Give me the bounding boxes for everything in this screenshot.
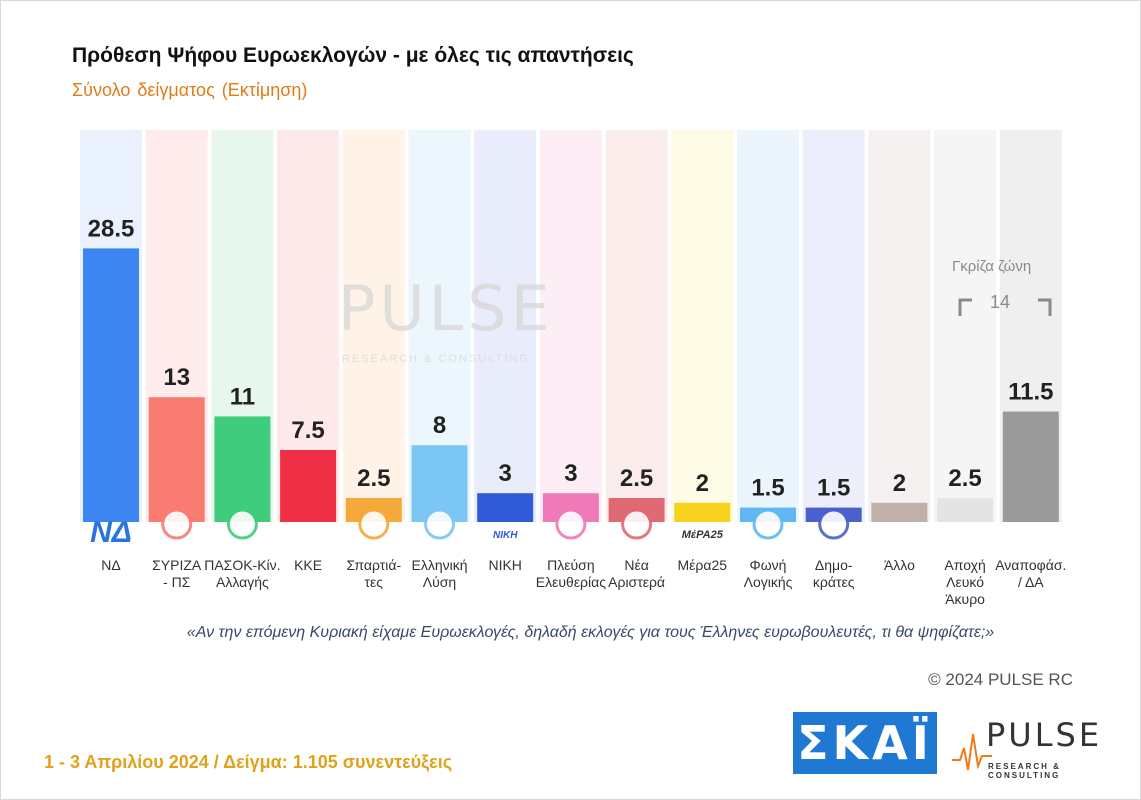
party-logo-icon xyxy=(555,508,587,540)
data-label: 8 xyxy=(433,412,446,439)
column-background xyxy=(342,130,405,522)
pulse-logo-tagline: RESEARCH & CONSULTING xyxy=(988,762,1061,780)
category-label: Σπαρτιά- xyxy=(346,557,401,573)
category-label: Αποχή xyxy=(944,557,985,573)
category-label: Ελευθερίας xyxy=(536,574,606,590)
category-label: Λύση xyxy=(423,574,456,590)
bar xyxy=(871,502,928,522)
grey-zone-label: Γκρίζα ζώνη xyxy=(952,258,1032,275)
pulse-wave-icon xyxy=(952,733,992,771)
category-label: Αναποφάσ. xyxy=(995,557,1066,573)
data-label: 3 xyxy=(499,460,512,487)
category-label: ΝΙΚΗ xyxy=(488,557,521,573)
party-logo-icon xyxy=(818,508,850,540)
category-label: Μέρα25 xyxy=(678,557,728,573)
category-label: Φωνή xyxy=(750,557,787,573)
category-label: Λογικής xyxy=(744,574,793,590)
survey-footer: 1 - 3 Απριλίου 2024 / Δείγμα: 1.105 συνε… xyxy=(44,752,453,772)
data-label: 2 xyxy=(696,470,709,497)
party-logo-icon xyxy=(161,508,193,540)
column-background xyxy=(802,130,865,522)
skai-logo: ΣΚΑΪ xyxy=(793,712,937,774)
data-label: 2.5 xyxy=(357,465,390,492)
category-label: ΝΔ xyxy=(101,557,120,573)
party-logo-icon xyxy=(424,508,455,540)
party-logo-text: ΚΚΕ xyxy=(285,518,333,543)
category-label: Άλλο xyxy=(884,557,915,573)
column-background xyxy=(671,130,734,522)
data-label: 7.5 xyxy=(291,417,324,444)
chart-subtitle: Σύνολο δείγματος (Εκτίμηση) xyxy=(72,80,308,100)
data-label: 2.5 xyxy=(620,465,653,492)
category-label: Πλεύση xyxy=(547,557,594,573)
pulse-logo-text: PULSE xyxy=(986,716,1103,754)
bar xyxy=(148,397,205,522)
survey-question: «Αν την επόμενη Κυριακή είχαμε Ευρωεκλογ… xyxy=(186,624,995,641)
column-background xyxy=(539,130,602,522)
category-label: ΚΚΕ xyxy=(294,557,322,573)
category-label: ΠΑΣΟΚ-Κίν. xyxy=(204,557,280,573)
category-label: Λευκό xyxy=(946,574,984,590)
category-label: Νέα xyxy=(624,557,648,573)
data-label: 13 xyxy=(163,364,190,391)
data-label: 2.5 xyxy=(948,465,981,492)
party-logo-icon xyxy=(752,508,784,540)
party-logo-text: ΝΔ xyxy=(90,516,132,549)
category-label: - ΠΣ xyxy=(163,574,191,590)
bar xyxy=(477,493,534,522)
party-logo-text: ΝΙΚΗ xyxy=(493,530,518,541)
watermark-tagline: RESEARCH & CONSULTING xyxy=(342,353,530,365)
category-label: ΣΥΡΙΖΑ xyxy=(152,557,202,573)
copyright: © 2024 PULSE RC xyxy=(928,670,1073,689)
data-label: 3 xyxy=(564,460,577,487)
data-label: 1.5 xyxy=(817,475,850,502)
category-label: Άκυρο xyxy=(945,591,985,607)
data-label: 1.5 xyxy=(751,475,784,502)
party-logo-icon xyxy=(621,508,653,540)
category-label: Δημο- xyxy=(815,557,853,573)
grey-zone-bracket-icon xyxy=(958,298,1052,316)
bar xyxy=(674,502,731,522)
bar xyxy=(83,248,139,522)
party-logo-icon xyxy=(226,508,258,540)
category-label: Αριστερά xyxy=(608,574,665,590)
data-label: 2 xyxy=(893,470,906,497)
watermark-text: PULSE xyxy=(338,272,554,345)
bar xyxy=(214,416,271,522)
category-label: / ΔΑ xyxy=(1018,574,1044,590)
category-label: τες xyxy=(365,574,384,590)
grey-zone-value: 14 xyxy=(990,292,1011,312)
category-label: Αλλαγής xyxy=(216,574,269,590)
bar-chart: PULSE RESEARCH & CONSULTING 28.5 ΝΔ ΝΔ 13 ΣΥΡΙ… xyxy=(80,130,1066,607)
category-label: κράτες xyxy=(813,574,855,590)
data-label: 11 xyxy=(230,383,255,410)
pulse-logo: PULSE RESEARCH & CONSULTING xyxy=(952,710,1122,780)
bar xyxy=(1002,411,1059,522)
party-logo-icon xyxy=(358,508,390,540)
column-background xyxy=(474,130,537,522)
party-logo-text: ΜέΡΑ25 xyxy=(682,529,724,541)
column-background xyxy=(934,130,997,522)
bar xyxy=(937,498,994,522)
chart-title: Πρόθεση Ψήφου Ευρωεκλογών - με όλες τις … xyxy=(72,44,634,67)
column-background xyxy=(737,130,799,522)
column-background xyxy=(605,130,668,522)
column-background xyxy=(868,130,931,522)
category-label: Ελληνική xyxy=(411,557,467,573)
data-label: 11.5 xyxy=(1008,379,1053,406)
bar xyxy=(280,450,337,522)
data-label: 28.5 xyxy=(88,215,135,242)
